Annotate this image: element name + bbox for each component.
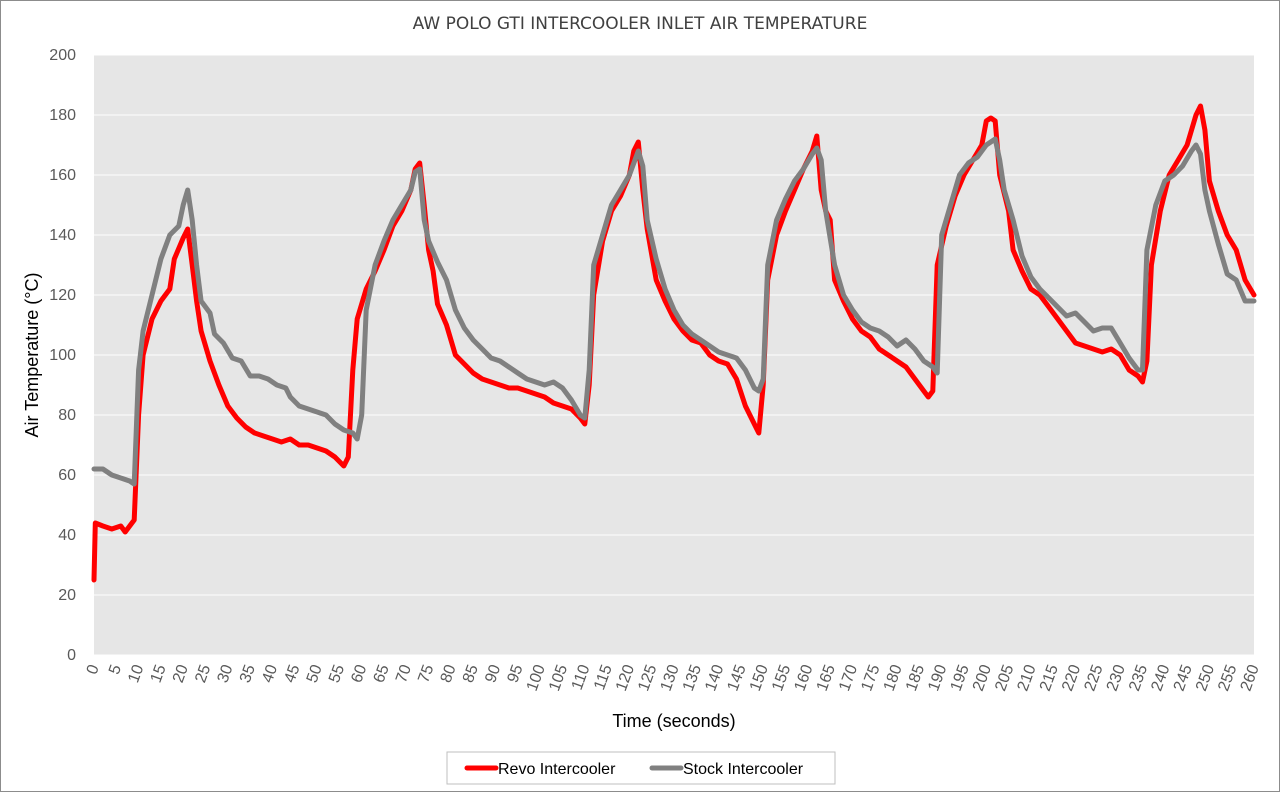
- y-tick-label: 40: [58, 527, 76, 544]
- y-tick-label: 120: [49, 287, 76, 304]
- x-tick-label: 215: [1037, 662, 1062, 693]
- y-tick-label: 60: [58, 467, 76, 484]
- x-tick-label: 250: [1193, 662, 1218, 693]
- x-tick-label: 245: [1171, 662, 1196, 693]
- x-tick-label: 45: [281, 662, 303, 685]
- x-tick-label: 85: [460, 662, 482, 685]
- y-tick-label: 160: [49, 167, 76, 184]
- x-tick-label: 205: [992, 662, 1017, 693]
- x-tick-label: 135: [680, 662, 705, 693]
- series-line-stock: [91, 136, 1257, 487]
- x-tick-label: 255: [1215, 662, 1240, 693]
- x-tick-label: 240: [1148, 662, 1173, 693]
- legend-box: [446, 751, 836, 785]
- x-tick-label: 60: [348, 662, 370, 685]
- x-tick-label: 55: [326, 662, 348, 685]
- x-tick-label: 10: [125, 662, 147, 685]
- x-tick-label: 165: [814, 662, 839, 693]
- x-tick-label: 90: [482, 662, 504, 685]
- x-tick-label: 15: [148, 662, 170, 685]
- x-tick-label: 220: [1059, 662, 1084, 693]
- x-tick-label: 30: [215, 662, 237, 685]
- x-tick-label: 195: [948, 662, 973, 693]
- x-tick-label: 5: [106, 662, 125, 676]
- y-tick-label: 20: [58, 587, 76, 604]
- chart-title: AW POLO GTI INTERCOOLER INLET AIR TEMPER…: [413, 14, 868, 34]
- x-tick-label: 200: [970, 662, 995, 693]
- y-tick-label: 140: [49, 227, 76, 244]
- x-tick-label: 140: [702, 662, 727, 693]
- x-tick-label: 20: [170, 662, 192, 685]
- x-tick-label: 105: [546, 662, 571, 693]
- y-tick-label: 200: [49, 47, 76, 64]
- y-tick-label: 180: [49, 107, 76, 124]
- x-tick-label: 100: [524, 662, 549, 693]
- x-tick-label: 120: [613, 662, 638, 693]
- x-tick-label: 25: [192, 662, 214, 685]
- legend: Revo Intercooler Stock Intercooler: [446, 751, 836, 785]
- y-tick-label: 100: [49, 347, 76, 364]
- x-tick-label: 180: [881, 662, 906, 693]
- x-tick-label: 235: [1126, 662, 1151, 693]
- legend-label-stock: Stock Intercooler: [683, 761, 804, 778]
- y-tick-label: 0: [67, 647, 76, 664]
- x-tick-label: 50: [304, 662, 326, 685]
- x-tick-labels: 0 5 10 15 20 25 30 35 40 45 50 55 60 65 70 75 80 85 90 9510…: [84, 662, 1263, 693]
- x-tick-label: 145: [725, 662, 750, 693]
- x-tick-label: 40: [259, 662, 281, 685]
- x-tick-label: 155: [769, 662, 794, 693]
- y-axis-label: Air Temperature (°C): [22, 273, 42, 438]
- x-tick-label: 150: [747, 662, 772, 693]
- x-tick-label: 175: [858, 662, 883, 693]
- series-layer: [91, 103, 1257, 583]
- x-tick-label: 35: [237, 662, 259, 685]
- y-tick-labels: 0 20 40 60 80 100 120 140 160 180 200: [49, 47, 76, 664]
- x-tick-label: 230: [1104, 662, 1129, 693]
- x-tick-label: 130: [658, 662, 683, 693]
- x-tick-label: 170: [836, 662, 861, 693]
- x-tick-label: 185: [903, 662, 928, 693]
- x-tick-label: 95: [505, 662, 527, 685]
- x-tick-label: 75: [415, 662, 437, 685]
- x-tick-label: 0: [84, 662, 103, 676]
- x-tick-label: 110: [569, 662, 594, 692]
- series-line-revo: [91, 103, 1257, 583]
- gridlines: [94, 54, 1254, 656]
- x-tick-label: 80: [438, 662, 460, 685]
- x-tick-label: 160: [791, 662, 816, 693]
- x-tick-label: 210: [1015, 662, 1040, 693]
- x-axis-label: Time (seconds): [612, 711, 735, 731]
- x-tick-label: 190: [925, 662, 950, 693]
- x-tick-label: 70: [393, 662, 415, 685]
- legend-label-revo: Revo Intercooler: [498, 761, 616, 778]
- x-tick-label: 225: [1081, 662, 1106, 693]
- x-tick-label: 125: [635, 662, 660, 693]
- y-tick-label: 80: [58, 407, 76, 424]
- x-tick-label: 65: [371, 662, 393, 685]
- x-tick-label: 260: [1238, 662, 1263, 693]
